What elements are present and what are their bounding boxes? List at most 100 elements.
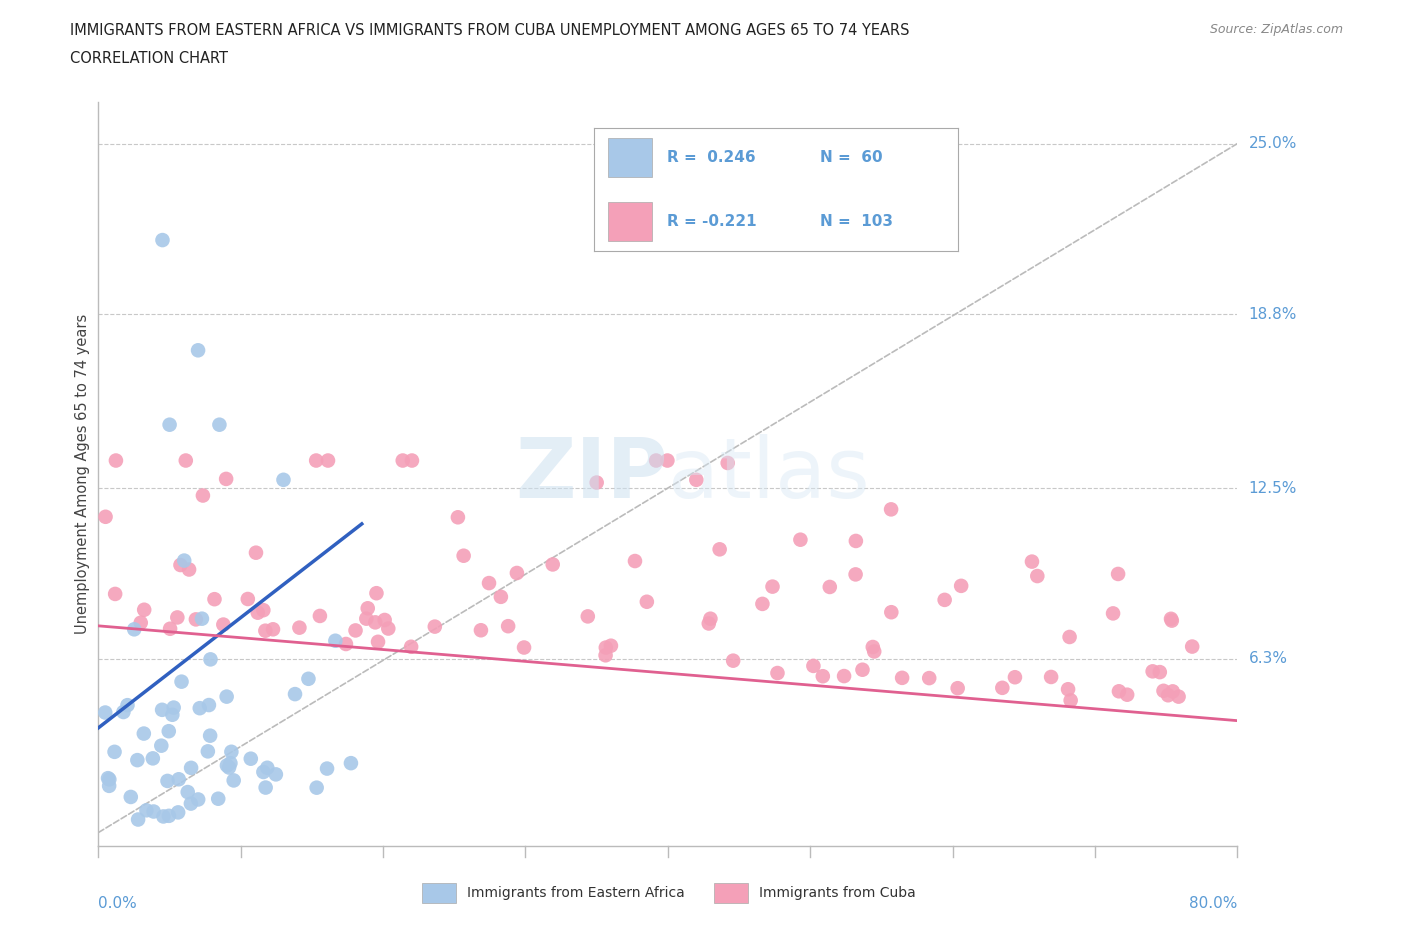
Point xyxy=(880,502,903,517)
Point xyxy=(1161,684,1184,698)
Point xyxy=(122,622,145,637)
Point xyxy=(585,475,607,490)
Point xyxy=(135,803,157,817)
Point xyxy=(212,618,235,632)
Point xyxy=(595,640,617,655)
Point xyxy=(98,778,121,793)
Point xyxy=(506,565,529,580)
Point xyxy=(636,594,658,609)
Text: Source: ZipAtlas.com: Source: ZipAtlas.com xyxy=(1209,23,1343,36)
Point xyxy=(221,744,243,759)
Point xyxy=(222,773,245,788)
Point xyxy=(288,620,311,635)
Point xyxy=(309,608,332,623)
Point xyxy=(159,418,181,432)
Text: CORRELATION CHART: CORRELATION CHART xyxy=(70,51,228,66)
Point xyxy=(366,586,388,601)
Point xyxy=(851,662,873,677)
Point xyxy=(600,638,623,653)
Point xyxy=(489,590,512,604)
Point xyxy=(197,744,219,759)
Point xyxy=(818,579,841,594)
Point xyxy=(1116,687,1139,702)
Point xyxy=(1167,689,1189,704)
Point xyxy=(177,562,200,577)
Point xyxy=(1160,613,1182,628)
Point xyxy=(576,609,599,624)
Point xyxy=(97,771,120,786)
Point xyxy=(316,761,339,776)
Point xyxy=(1107,566,1129,581)
Point xyxy=(1108,684,1130,698)
Point xyxy=(112,705,135,720)
Point xyxy=(447,510,470,525)
Point xyxy=(832,669,855,684)
Point xyxy=(191,488,214,503)
Text: 18.8%: 18.8% xyxy=(1249,307,1298,322)
Point xyxy=(104,587,127,602)
Point xyxy=(162,708,184,723)
Point xyxy=(191,611,214,626)
Point xyxy=(94,510,117,525)
Text: ZIP: ZIP xyxy=(516,433,668,515)
Point xyxy=(150,738,173,753)
Point xyxy=(173,553,195,568)
Point xyxy=(761,579,783,594)
Point xyxy=(453,549,475,564)
Point xyxy=(1153,684,1175,698)
Point xyxy=(697,616,720,631)
Point xyxy=(657,453,679,468)
Point xyxy=(1059,693,1081,708)
Point xyxy=(401,453,423,468)
Point xyxy=(239,751,262,766)
Point xyxy=(256,761,278,776)
Point xyxy=(399,639,422,654)
Point xyxy=(513,640,536,655)
Point xyxy=(845,534,868,549)
Point xyxy=(180,761,202,776)
Point xyxy=(811,669,834,684)
Point xyxy=(264,767,287,782)
Point xyxy=(94,705,117,720)
Point xyxy=(163,700,186,715)
Point xyxy=(252,603,274,618)
Point xyxy=(170,674,193,689)
Point xyxy=(184,612,207,627)
Point xyxy=(297,671,319,686)
Point xyxy=(685,472,707,487)
Point xyxy=(1149,665,1171,680)
Point xyxy=(1102,606,1125,621)
Point xyxy=(880,604,903,619)
Text: 25.0%: 25.0% xyxy=(1249,136,1298,152)
Y-axis label: Unemployment Among Ages 65 to 74 years: Unemployment Among Ages 65 to 74 years xyxy=(75,314,90,634)
Point xyxy=(103,744,125,759)
Point xyxy=(215,472,238,486)
Point xyxy=(174,453,197,468)
Point xyxy=(198,728,221,743)
Text: 0.0%: 0.0% xyxy=(98,896,138,910)
Point xyxy=(377,621,399,636)
Point xyxy=(335,636,357,651)
Point xyxy=(699,611,721,626)
Point xyxy=(187,792,209,807)
Point xyxy=(104,453,127,468)
Point xyxy=(918,671,941,685)
Point xyxy=(142,751,165,765)
Point xyxy=(142,804,165,819)
Text: 80.0%: 80.0% xyxy=(1189,896,1237,910)
Point xyxy=(356,611,378,626)
Point xyxy=(218,760,240,775)
Point xyxy=(166,610,188,625)
Point xyxy=(215,758,238,773)
Point xyxy=(709,542,731,557)
Point xyxy=(991,681,1014,696)
Point xyxy=(254,780,277,795)
Point xyxy=(262,622,284,637)
Point xyxy=(167,772,190,787)
Point xyxy=(219,756,242,771)
Point xyxy=(117,698,139,712)
Text: IMMIGRANTS FROM EASTERN AFRICA VS IMMIGRANTS FROM CUBA UNEMPLOYMENT AMONG AGES 6: IMMIGRANTS FROM EASTERN AFRICA VS IMMIGR… xyxy=(70,23,910,38)
Point xyxy=(208,418,231,432)
Point xyxy=(245,545,267,560)
Point xyxy=(159,621,181,636)
